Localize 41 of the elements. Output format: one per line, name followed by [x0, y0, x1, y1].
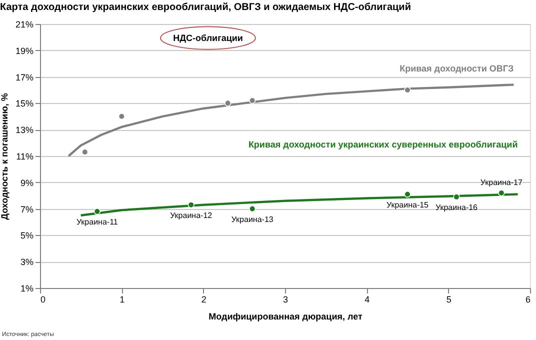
x-tick-label: 0: [40, 294, 46, 304]
y-tick-label: 1%: [20, 284, 34, 294]
x-tick-label: 4: [364, 294, 370, 304]
point: [498, 190, 505, 196]
y-tick-label: 11%: [16, 152, 34, 162]
y-tick-label: 9%: [20, 178, 34, 188]
x-tick-label: 6: [525, 294, 530, 304]
y-axis-title: Доходность к погашению, %: [0, 93, 10, 220]
y-tick-label: 15%: [15, 98, 34, 109]
y-tick-label: 21%: [15, 20, 34, 30]
x-axis-title: Модифицированная дюрация, лет: [208, 312, 363, 322]
annotation: Украина-16: [435, 202, 478, 212]
y-tick-label: 3%: [20, 257, 34, 268]
y-tick-label: 13%: [15, 125, 34, 136]
y-tick-label: 19%: [15, 46, 34, 56]
annotation: НДС-облигации: [173, 33, 243, 43]
point: [404, 86, 411, 94]
annotation: Украина-11: [76, 217, 118, 226]
text: Кривая доходности украинских суверенных еврооблигаций: [248, 139, 518, 150]
y-tick-label: 5%: [20, 230, 34, 241]
y-tick-label: 17%: [15, 72, 34, 82]
annotation: Украина-13: [231, 214, 274, 224]
point: [118, 113, 125, 120]
x-tick-label: 5: [446, 294, 452, 304]
x-tick-label: 1: [120, 294, 125, 304]
annotation: Украина-15: [386, 200, 430, 210]
point: [249, 205, 256, 212]
annotation: Украина-17: [480, 178, 523, 187]
x-tick-label: 3: [282, 294, 288, 304]
point: [224, 100, 232, 107]
point: [249, 97, 256, 104]
chart-title: Карта доходности украинских еврооблигаций, ОВГЗ и ожидаемых НДС-облигаций: [0, 2, 411, 13]
y-tick-label: 7%: [20, 204, 34, 214]
point: [188, 202, 194, 208]
x-tick-label: 2: [201, 294, 206, 304]
annotation: Украина-12: [170, 210, 213, 220]
point: [404, 190, 411, 198]
point: [82, 148, 88, 156]
point: [453, 194, 460, 200]
series-label: Кривая доходности ОВГЗ: [400, 64, 514, 74]
point: [94, 208, 100, 215]
